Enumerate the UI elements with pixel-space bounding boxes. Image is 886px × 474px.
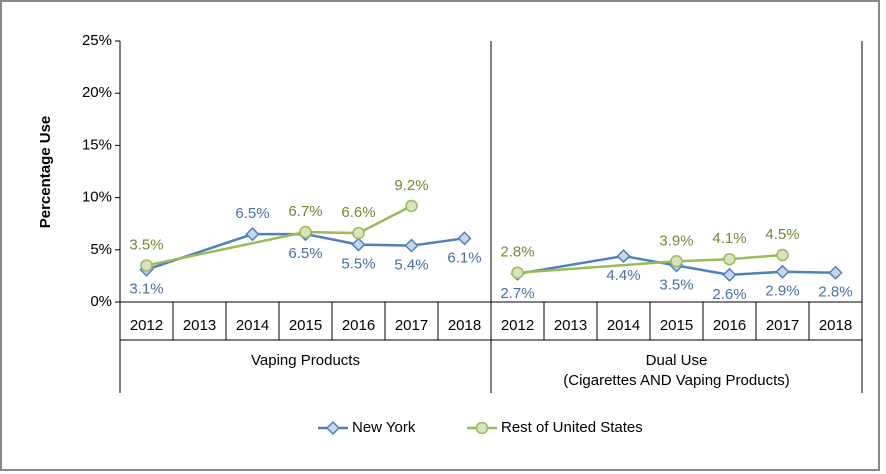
marker — [722, 267, 737, 282]
marker — [351, 237, 366, 252]
data-label: 2.9% — [765, 283, 799, 300]
data-label: 3.9% — [659, 232, 693, 249]
marker — [828, 265, 843, 280]
x-tick-label: 2017 — [766, 317, 799, 334]
data-label: 3.5% — [659, 276, 693, 293]
x-tick-label: 2018 — [819, 317, 852, 334]
line — [146, 232, 465, 271]
marker — [775, 264, 790, 279]
x-tick-label: 2013 — [554, 317, 587, 334]
x-tick-label: 2014 — [607, 317, 640, 334]
data-label: 3.5% — [129, 236, 163, 253]
data-label: 5.5% — [341, 256, 375, 273]
data-label: 2.6% — [712, 286, 746, 303]
marker — [299, 225, 312, 239]
x-tick-label: 2014 — [236, 317, 269, 334]
marker — [616, 249, 631, 264]
marker — [723, 252, 736, 266]
data-label: 9.2% — [394, 177, 428, 194]
legend-marker — [475, 421, 489, 435]
line — [517, 253, 783, 275]
y-tick-label: 20% — [82, 84, 112, 101]
marker — [140, 259, 153, 272]
y-axis-label: Percentage Use — [37, 116, 54, 229]
data-label: 6.5% — [288, 245, 322, 262]
marker — [404, 238, 419, 253]
legend-marker — [325, 420, 341, 436]
y-tick-label: 25% — [82, 32, 112, 49]
y-tick-label: 5% — [90, 241, 112, 258]
marker — [245, 227, 260, 242]
marker — [670, 255, 683, 268]
marker — [511, 266, 524, 280]
line — [517, 254, 836, 277]
x-tick-label: 2012 — [130, 317, 163, 334]
x-tick-label: 2015 — [289, 317, 322, 334]
group-label: Dual Use — [646, 352, 708, 369]
marker — [776, 248, 789, 262]
data-label: 4.4% — [606, 267, 640, 284]
data-label: 2.8% — [818, 284, 852, 301]
x-tick-label: 2013 — [183, 317, 216, 334]
data-label: 2.7% — [500, 285, 534, 302]
x-tick-label: 2015 — [660, 317, 693, 334]
legend-label: New York — [352, 419, 416, 436]
y-tick-label: 0% — [90, 293, 112, 310]
x-tick-label: 2017 — [395, 317, 428, 334]
x-tick-label: 2016 — [713, 317, 746, 334]
x-tick-label: 2016 — [342, 317, 375, 334]
group-label: (Cigarettes AND Vaping Products) — [563, 372, 790, 389]
marker — [405, 199, 418, 213]
x-tick-label: 2018 — [448, 317, 481, 334]
legend-label: Rest of United States — [501, 419, 643, 436]
y-tick-label: 15% — [82, 136, 112, 153]
data-label: 3.1% — [129, 281, 163, 298]
line — [146, 204, 413, 267]
data-label: 4.1% — [712, 230, 746, 247]
marker — [352, 226, 365, 240]
data-label: 6.1% — [447, 249, 481, 266]
x-tick-label: 2012 — [501, 317, 534, 334]
marker — [457, 231, 472, 246]
data-label: 5.4% — [394, 257, 428, 274]
y-tick-label: 10% — [82, 189, 112, 206]
data-label: 6.7% — [288, 203, 322, 220]
data-label: 6.6% — [341, 204, 375, 221]
group-label: Vaping Products — [251, 352, 360, 369]
data-label: 4.5% — [765, 226, 799, 243]
data-label: 6.5% — [235, 205, 269, 222]
data-label: 2.8% — [500, 244, 534, 261]
